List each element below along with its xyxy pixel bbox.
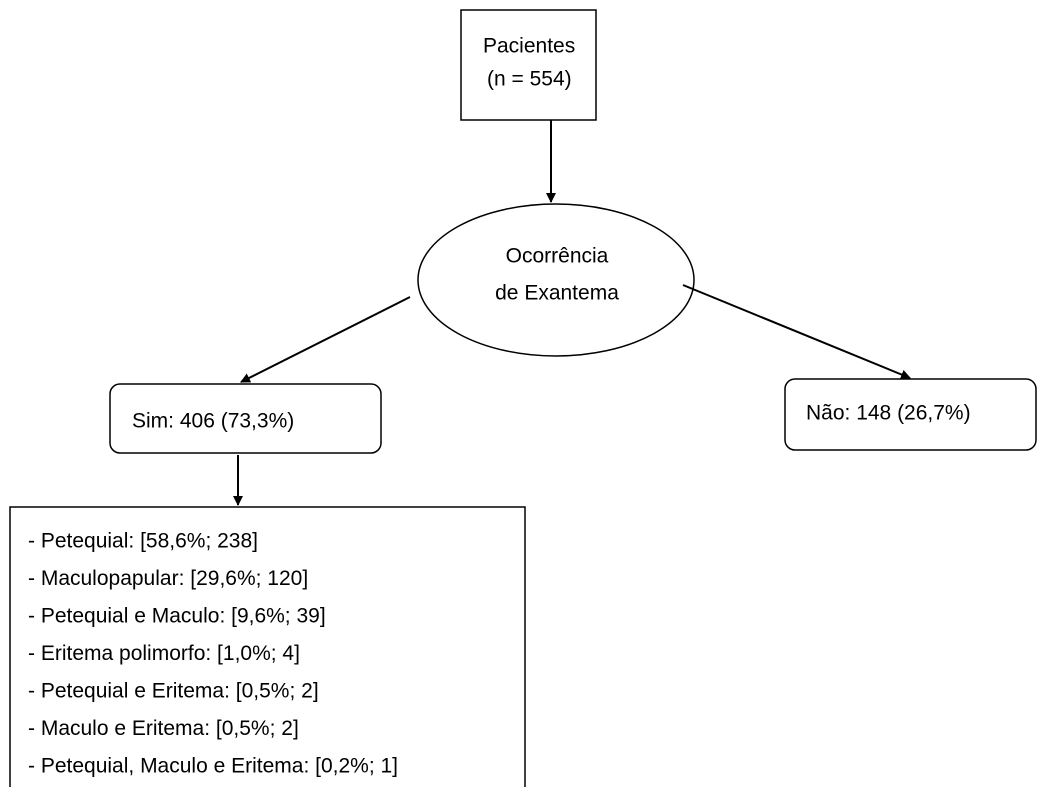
- no-box: [784, 378, 1037, 451]
- patients-box: [460, 9, 597, 121]
- node-label: Sim: 406 (73,3%): [132, 410, 294, 433]
- node-label: Não: 148 (26,7%): [806, 402, 971, 425]
- list-item: - Petequial, Maculo e Eritema: [0,2%; 1]: [28, 755, 398, 778]
- list-item: - Petequial e Maculo: [9,6%; 39]: [28, 605, 326, 628]
- list-item: - Maculopapular: [29,6%; 120]: [28, 567, 308, 590]
- node-label: de Exantema: [495, 282, 619, 305]
- node-label: Ocorrência: [506, 245, 609, 268]
- list-box: [9, 506, 526, 787]
- list-item: - Petequial e Eritema: [0,5%; 2]: [28, 680, 319, 703]
- arrow: [682, 284, 911, 380]
- list-item: - Eritema polimorfo: [1,0%; 4]: [28, 642, 300, 665]
- node-label: Pacientes: [483, 35, 575, 58]
- yes-box: [109, 383, 382, 454]
- list: - Petequial: [58,6%; 238] - Maculopapular…: [28, 530, 398, 778]
- arrow: [240, 296, 411, 383]
- list-item: - Maculo e Eritema: [0,5%; 2]: [28, 717, 299, 740]
- list-item: - Petequial: [58,6%; 238]: [28, 530, 258, 553]
- node-label: (n = 554): [487, 68, 572, 91]
- exanthema-ellipse: [417, 203, 695, 357]
